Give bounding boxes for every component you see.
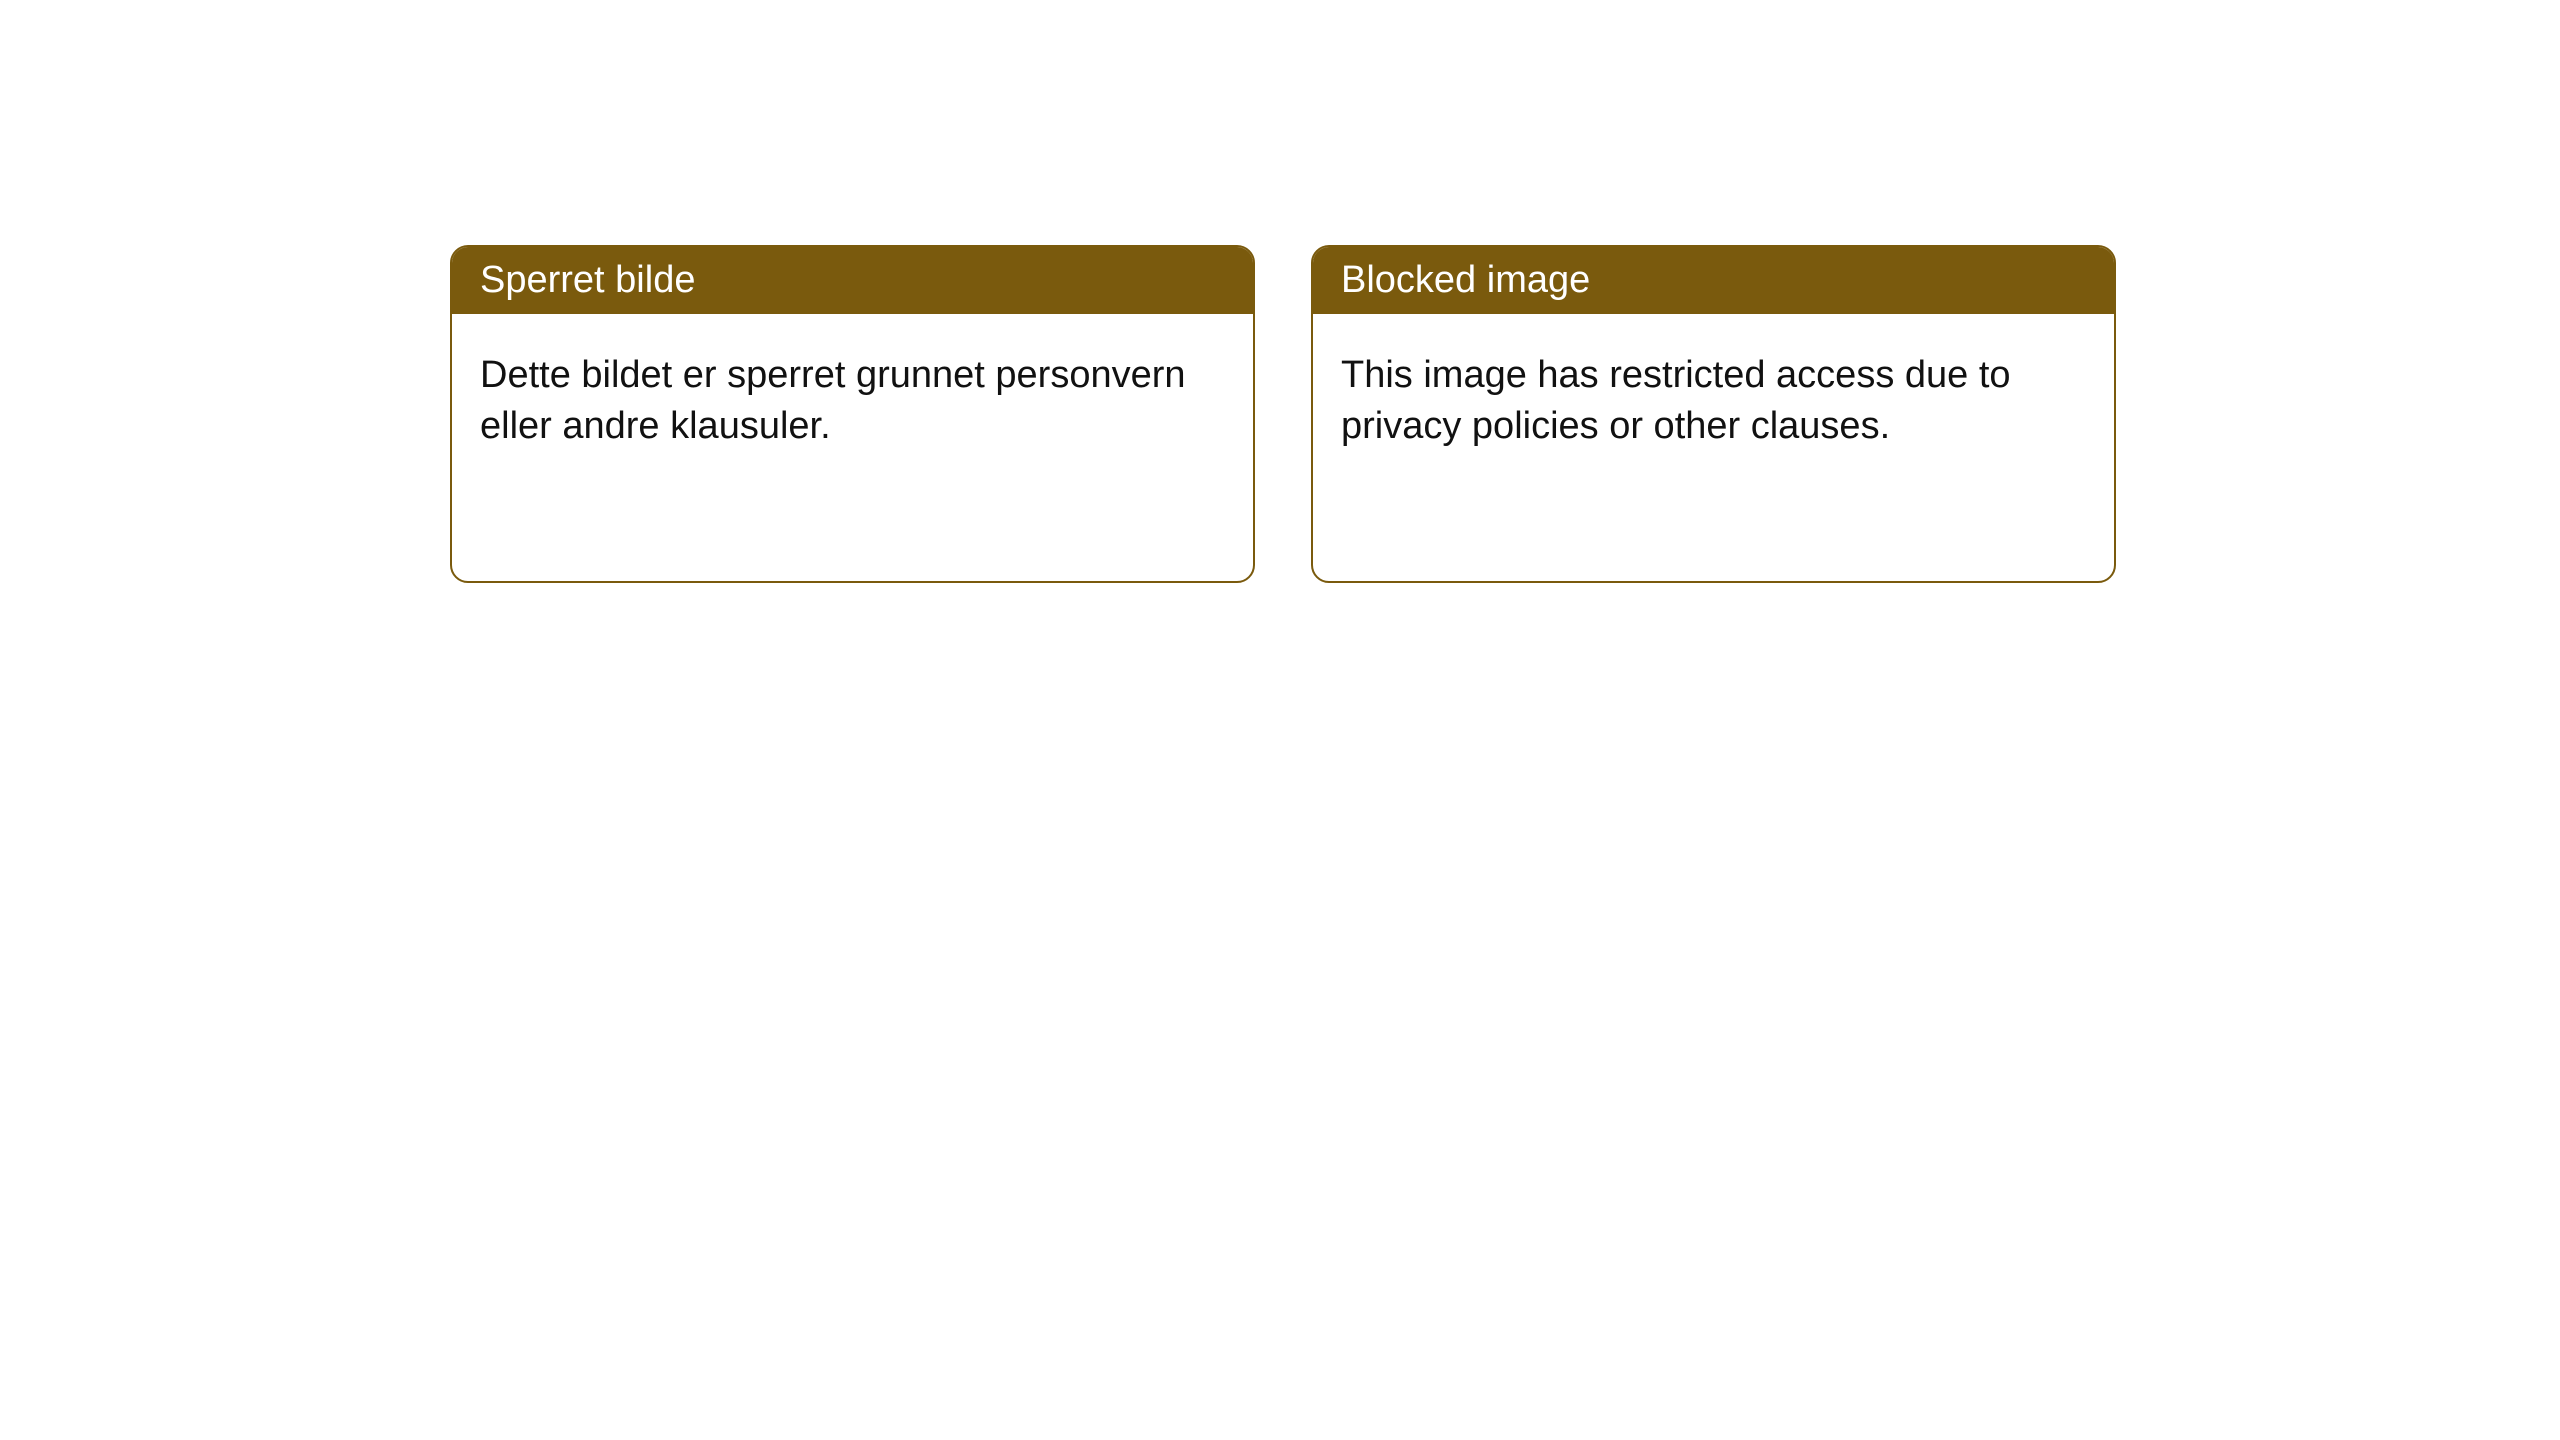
cards-container: Sperret bilde Dette bildet er sperret gr…: [450, 245, 2560, 583]
card-title: Blocked image: [1341, 259, 1590, 301]
card-body-text: Dette bildet er sperret grunnet personve…: [480, 354, 1186, 447]
card-body: This image has restricted access due to …: [1313, 314, 2114, 489]
card-header: Sperret bilde: [452, 247, 1253, 314]
card-body-text: This image has restricted access due to …: [1341, 354, 2011, 447]
card-title: Sperret bilde: [480, 259, 695, 301]
card-blocked-english: Blocked image This image has restricted …: [1311, 245, 2116, 583]
card-blocked-norwegian: Sperret bilde Dette bildet er sperret gr…: [450, 245, 1255, 583]
card-header: Blocked image: [1313, 247, 2114, 314]
card-body: Dette bildet er sperret grunnet personve…: [452, 314, 1253, 489]
